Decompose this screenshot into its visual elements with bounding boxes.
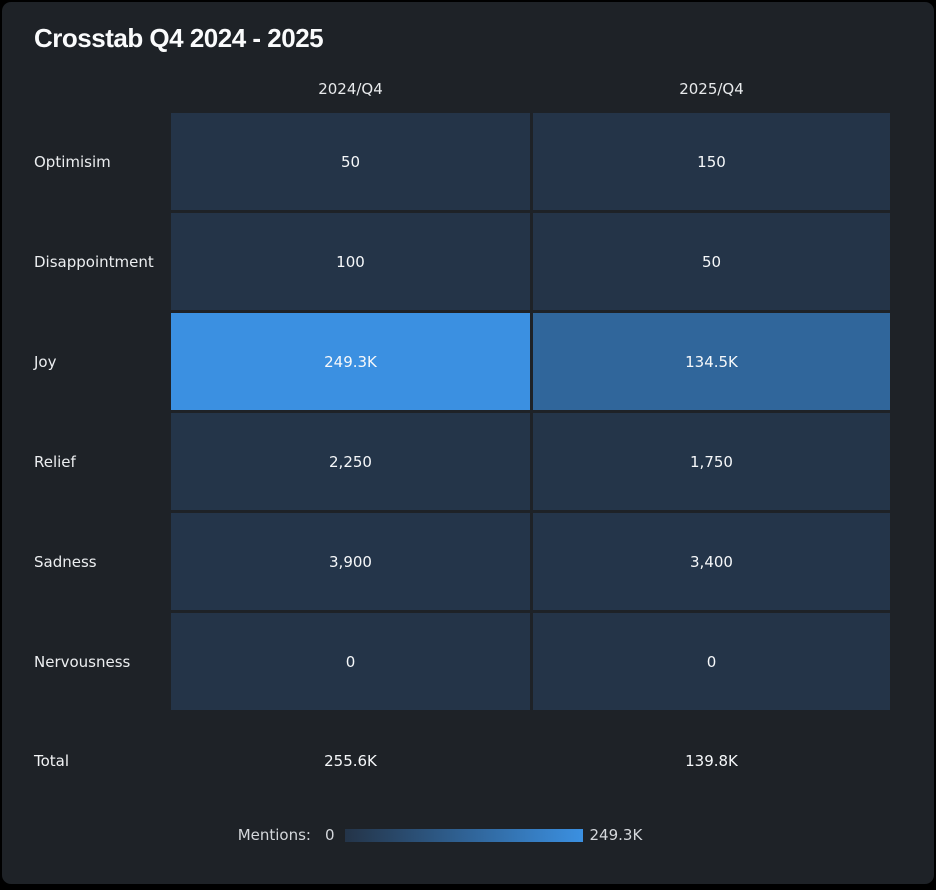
heatmap-cell[interactable]: 249.3K: [171, 313, 530, 410]
heatmap-row: Relief 2,250 1,750: [2, 413, 934, 510]
heatmap-cell[interactable]: 100: [171, 213, 530, 310]
heatmap-row: Joy 249.3K 134.5K: [2, 313, 934, 410]
heatmap-cell[interactable]: 0: [533, 613, 890, 710]
legend: Mentions: 0 249.3K: [2, 826, 906, 844]
legend-gradient-bar: [344, 828, 583, 842]
total-value-2024-q4: 255.6K: [324, 751, 377, 770]
heatmap-row: Sadness 3,900 3,400: [2, 513, 934, 610]
column-header-2025-q4: 2025/Q4: [679, 80, 744, 98]
heatmap-row: Optimisim 50 150: [2, 113, 934, 210]
legend-title: Mentions:: [237, 826, 311, 844]
row-label: Optimisim: [34, 152, 111, 171]
total-value-2025-q4: 139.8K: [685, 751, 738, 770]
row-label: Nervousness: [34, 652, 131, 671]
row-label: Joy: [34, 352, 57, 371]
row-label: Disappointment: [34, 252, 154, 271]
heatmap-cell[interactable]: 3,900: [171, 513, 530, 610]
row-label: Sadness: [34, 552, 97, 571]
heatmap-cell[interactable]: 3,400: [533, 513, 890, 610]
chart-title: Crosstab Q4 2024 - 2025: [34, 23, 324, 53]
heatmap-cell[interactable]: 50: [171, 113, 530, 210]
total-row: Total 255.6K 139.8K: [2, 750, 934, 771]
heatmap-cell[interactable]: 0: [171, 613, 530, 710]
column-header-2024-q4: 2024/Q4: [318, 80, 383, 98]
heatmap-cell[interactable]: 50: [533, 213, 890, 310]
column-header-row: 2024/Q4 2025/Q4: [2, 79, 934, 99]
legend-max-value: 249.3K: [589, 826, 643, 844]
heatmap-cell[interactable]: 1,750: [533, 413, 890, 510]
row-label: Relief: [34, 452, 76, 471]
heatmap-cell[interactable]: 134.5K: [533, 313, 890, 410]
total-label: Total: [34, 751, 70, 770]
heatmap-grid: Optimisim 50 150 Disappointment 100 50 Joy 249.…: [2, 113, 934, 710]
heatmap-row: Nervousness 0 0: [2, 613, 934, 710]
heatmap-row: Disappointment 100 50: [2, 213, 934, 310]
legend-min-value: 0: [324, 826, 335, 844]
heatmap-cell[interactable]: 2,250: [171, 413, 530, 510]
heatmap-cell[interactable]: 150: [533, 113, 890, 210]
